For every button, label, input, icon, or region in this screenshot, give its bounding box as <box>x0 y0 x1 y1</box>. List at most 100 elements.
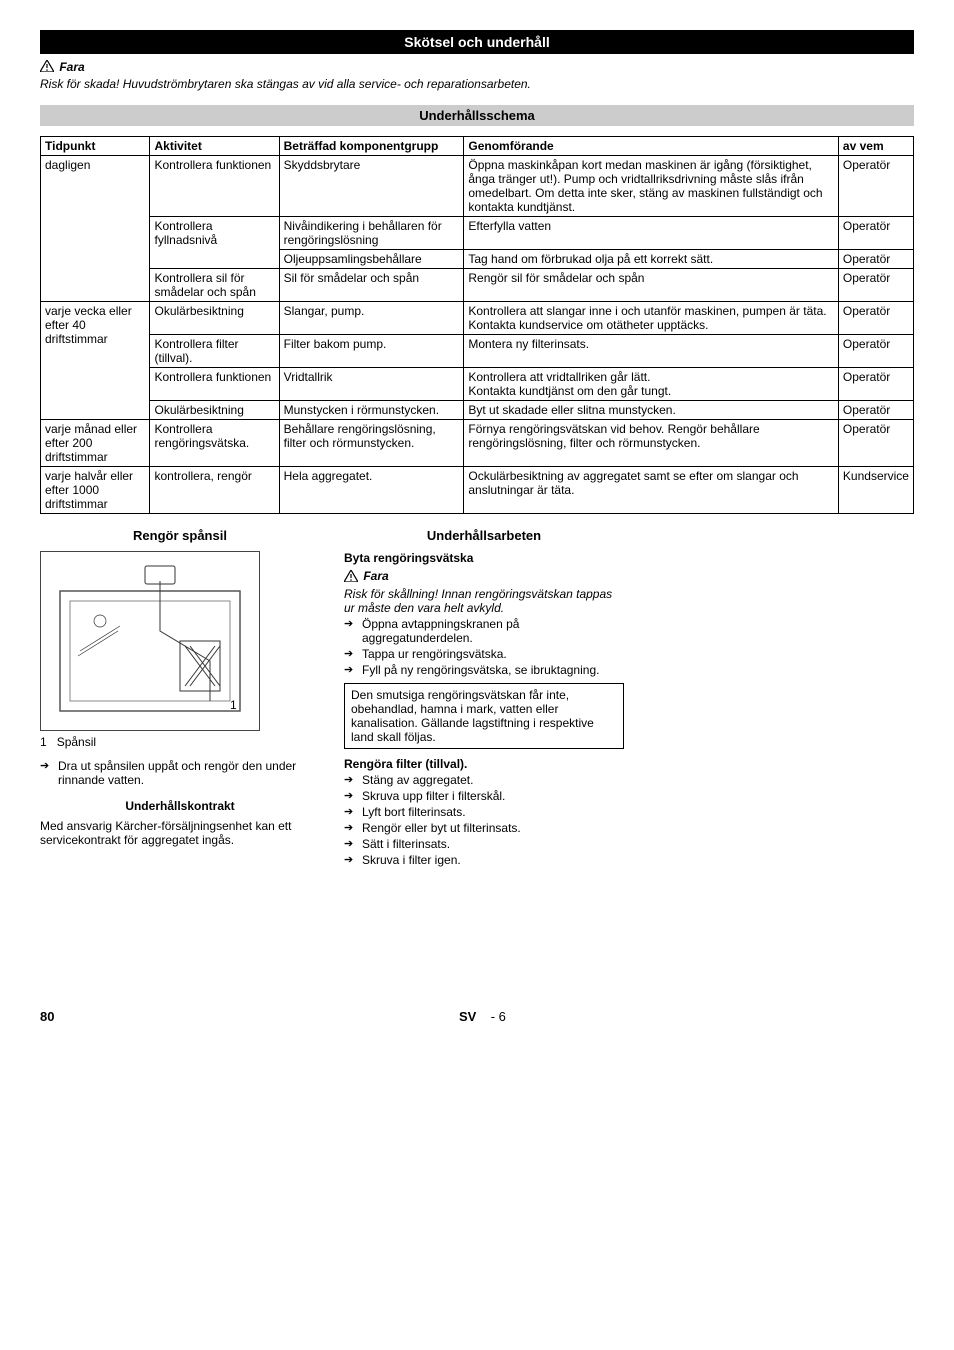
cell-avvem: Operatör <box>838 217 913 250</box>
sec2-title: Rengöra filter (tillval). <box>344 757 624 771</box>
danger2-row: Fara <box>344 569 624 584</box>
table-header-row: Tidpunkt Aktivitet Beträffad komponentgr… <box>41 137 914 156</box>
cell-avvem: Operatör <box>838 420 913 467</box>
danger2-label: Fara <box>363 569 388 583</box>
warning-triangle-icon <box>40 60 54 75</box>
cell-genomforande: Kontrollera att slangar inne i och utanf… <box>464 302 839 335</box>
table-row: Kontrollera filter (tillval).Filter bako… <box>41 335 914 368</box>
maintenance-schedule-table: Tidpunkt Aktivitet Beträffad komponentgr… <box>40 136 914 514</box>
cell-avvem: Operatör <box>838 368 913 401</box>
th-komponent: Beträffad komponentgrupp <box>279 137 464 156</box>
cell-avvem: Operatör <box>838 401 913 420</box>
caption-text: Spånsil <box>57 735 96 749</box>
cell-aktivitet: Kontrollera sil för smådelar och spån <box>150 269 279 302</box>
section-title-bar: Skötsel och underhåll <box>40 30 914 54</box>
page-number: 80 <box>40 1009 54 1024</box>
th-avvem: av vem <box>838 137 913 156</box>
cell-avvem: Operatör <box>838 269 913 302</box>
page-footer: 80 SV - 6 <box>40 1009 914 1024</box>
bullet-item: Rengör eller byt ut filterinsats. <box>344 821 624 835</box>
left-col-header: Rengör spånsil <box>40 528 320 543</box>
cell-avvem: Operatör <box>838 250 913 269</box>
table-row: varje vecka eller efter 40 driftstimmarO… <box>41 302 914 335</box>
cell-tidpunkt: varje vecka eller efter 40 driftstimmar <box>41 302 150 420</box>
table-row: Kontrollera fyllnadsnivåNivåindikering i… <box>41 217 914 250</box>
cell-aktivitet: Okulärbesiktning <box>150 302 279 335</box>
bullet-item: Fyll på ny rengöringsvätska, se ibruktag… <box>344 663 624 677</box>
cell-aktivitet: Okulärbesiktning <box>150 401 279 420</box>
table-row: Kontrollera sil för smådelar och spånSil… <box>41 269 914 302</box>
footer-spacer <box>910 1009 914 1024</box>
danger-text: Risk för skada! Huvudströmbrytaren ska s… <box>40 77 914 91</box>
bullet-item: Öppna avtappningskranen på aggregatunder… <box>344 617 624 645</box>
cell-genomforande: Efterfylla vatten <box>464 217 839 250</box>
footer-sep: - 6 <box>491 1009 506 1024</box>
danger2-text: Risk för skållning! Innan rengöringsväts… <box>344 587 624 615</box>
cell-komponent: Vridtallrik <box>279 368 464 401</box>
lower-columns: Rengör spånsil 1 <box>40 528 914 868</box>
sec2-bullets: Stäng av aggregatet.Skruva upp filter i … <box>344 773 624 867</box>
cell-aktivitet: kontrollera, rengör <box>150 467 279 514</box>
cell-tidpunkt: varje halvår eller efter 1000 driftstimm… <box>41 467 150 514</box>
svg-text:1: 1 <box>230 698 237 712</box>
cell-genomforande: Tag hand om förbrukad olja på ett korrek… <box>464 250 839 269</box>
warning-triangle-icon <box>344 570 358 585</box>
table-row: varje månad eller efter 200 driftstimmar… <box>41 420 914 467</box>
th-tidpunkt: Tidpunkt <box>41 137 150 156</box>
danger-heading-row: Fara <box>40 60 914 75</box>
diagram-caption: 1 Spånsil <box>40 735 320 749</box>
cell-aktivitet: Kontrollera funktionen <box>150 368 279 401</box>
th-genomforande: Genomförande <box>464 137 839 156</box>
bullet-item: Tappa ur rengöringsvätska. <box>344 647 624 661</box>
left-paragraph: Med ansvarig Kärcher-försäljningsenhet k… <box>40 819 320 847</box>
sec1-bullets: Öppna avtappningskranen på aggregatunder… <box>344 617 624 677</box>
bullet-item: Lyft bort filterinsats. <box>344 805 624 819</box>
cell-aktivitet: Kontrollera funktionen <box>150 156 279 217</box>
cell-komponent: Slangar, pump. <box>279 302 464 335</box>
cell-genomforande: Öppna maskinkåpan kort medan maskinen är… <box>464 156 839 217</box>
cell-komponent: Nivåindikering i behållaren för rengörin… <box>279 217 464 250</box>
sec1-title: Byta rengöringsvätska <box>344 551 624 565</box>
cell-komponent: Sil för smådelar och spån <box>279 269 464 302</box>
schedule-subheader: Underhållsschema <box>40 105 914 126</box>
footer-middle: SV - 6 <box>459 1009 506 1024</box>
cell-avvem: Kundservice <box>838 467 913 514</box>
bullet-item: Skruva i filter igen. <box>344 853 624 867</box>
table-row: dagligenKontrollera funktionenSkyddsbryt… <box>41 156 914 217</box>
table-row: varje halvår eller efter 1000 driftstimm… <box>41 467 914 514</box>
caption-number: 1 <box>40 735 47 749</box>
cell-genomforande: Kontrollera att vridtallriken går lätt.K… <box>464 368 839 401</box>
right-col-header: Underhållsarbeten <box>344 528 624 543</box>
cell-aktivitet: Kontrollera filter (tillval). <box>150 335 279 368</box>
cell-tidpunkt: dagligen <box>41 156 150 302</box>
cell-avvem: Operatör <box>838 156 913 217</box>
cell-komponent: Oljeuppsamlingsbehållare <box>279 250 464 269</box>
cell-aktivitet: Kontrollera rengöringsvätska. <box>150 420 279 467</box>
left-sub-header: Underhållskontrakt <box>40 799 320 813</box>
bullet-item: Skruva upp filter i filterskål. <box>344 789 624 803</box>
table-row: OkulärbesiktningMunstycken i rörmunstyck… <box>41 401 914 420</box>
cell-genomforande: Rengör sil för smådelar och spån <box>464 269 839 302</box>
cell-genomforande: Montera ny filterinsats. <box>464 335 839 368</box>
cell-komponent: Hela aggregatet. <box>279 467 464 514</box>
cell-genomforande: Byt ut skadade eller slitna munstycken. <box>464 401 839 420</box>
footer-lang: SV <box>459 1009 476 1024</box>
danger-label: Fara <box>59 60 84 74</box>
cell-komponent: Behållare rengöringslösning, filter och … <box>279 420 464 467</box>
cell-avvem: Operatör <box>838 335 913 368</box>
left-bullet-item: Dra ut spånsilen uppåt och rengör den un… <box>40 759 320 787</box>
cell-avvem: Operatör <box>838 302 913 335</box>
boxed-note: Den smutsiga rengöringsvätskan får inte,… <box>344 683 624 749</box>
cell-aktivitet: Kontrollera fyllnadsnivå <box>150 217 279 269</box>
cell-genomforande: Ockulärbesiktning av aggregatet samt se … <box>464 467 839 514</box>
cell-komponent: Filter bakom pump. <box>279 335 464 368</box>
cell-komponent: Munstycken i rörmunstycken. <box>279 401 464 420</box>
right-column: Underhållsarbeten Byta rengöringsvätska … <box>344 528 624 868</box>
chip-strainer-diagram: 1 <box>40 551 260 731</box>
th-aktivitet: Aktivitet <box>150 137 279 156</box>
cell-tidpunkt: varje månad eller efter 200 driftstimmar <box>41 420 150 467</box>
cell-komponent: Skyddsbrytare <box>279 156 464 217</box>
bullet-item: Sätt i filterinsats. <box>344 837 624 851</box>
table-row: Kontrollera funktionenVridtallrikKontrol… <box>41 368 914 401</box>
cell-genomforande: Förnya rengöringsvätskan vid behov. Reng… <box>464 420 839 467</box>
